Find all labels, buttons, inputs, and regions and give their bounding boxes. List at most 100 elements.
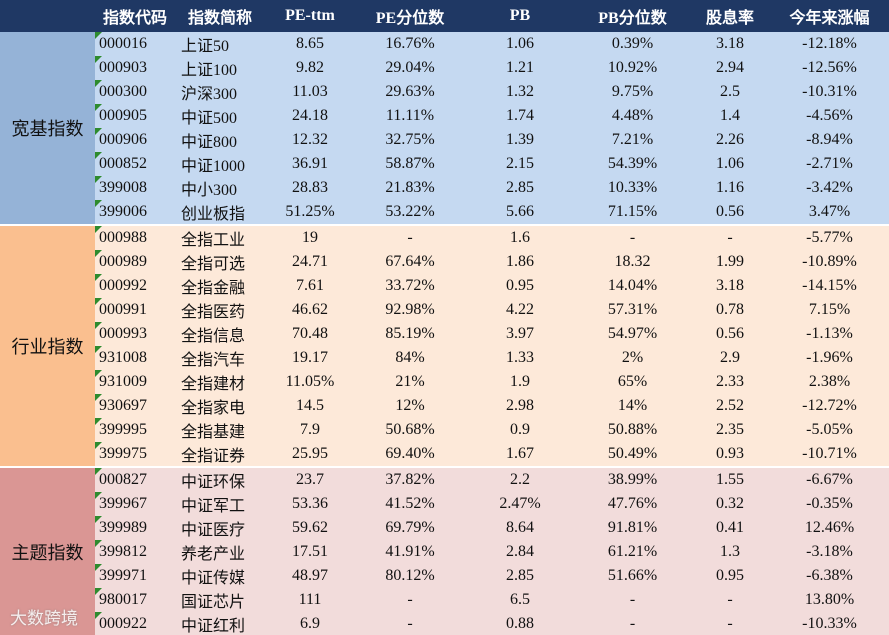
table-cell: 2.47% [465, 492, 575, 516]
table-cell: 2.9 [690, 346, 770, 370]
table-cell: 2.2 [465, 467, 575, 492]
table-cell: 399971 [95, 564, 175, 588]
table-cell: -1.96% [770, 346, 889, 370]
table-cell: 7.61 [265, 274, 355, 298]
table-cell: 11.11% [355, 104, 465, 128]
table-cell: -0.35% [770, 492, 889, 516]
table-row: 000906 中证800 12.32 32.75% 1.39 7.21% 2.26 -8.94… [0, 128, 889, 152]
table-row: 000989 全指可选 24.71 67.64% 1.86 18.32 1.99 -10.89… [0, 250, 889, 274]
table-cell: - [355, 588, 465, 612]
table-cell: 33.72% [355, 274, 465, 298]
table-cell: 1.9 [465, 370, 575, 394]
table-cell: 53.22% [355, 200, 465, 226]
table-cell: 32.75% [355, 128, 465, 152]
table-cell: 中证800 [175, 128, 265, 152]
table-cell: 14.04% [575, 274, 690, 298]
header-cell: 指数简称 [175, 0, 265, 32]
table-cell: 1.21 [465, 56, 575, 80]
table-cell: 全指建材 [175, 370, 265, 394]
table-cell: 92.98% [355, 298, 465, 322]
table-row: 399008 中小300 28.83 21.83% 2.85 10.33% 1.16 -3.4… [0, 176, 889, 200]
table-cell: - [690, 612, 770, 635]
table-row: 399006 创业板指 51.25% 53.22% 5.66 71.15% 0.56 3.47… [0, 200, 889, 226]
table-cell: 7.9 [265, 418, 355, 442]
table-cell: 58.87% [355, 152, 465, 176]
table-cell: -10.89% [770, 250, 889, 274]
table-cell: 2.26 [690, 128, 770, 152]
table-cell: 000992 [95, 274, 175, 298]
table-cell: 50.49% [575, 442, 690, 468]
table-cell: 24.18 [265, 104, 355, 128]
table-cell: 12.32 [265, 128, 355, 152]
table-cell: 1.39 [465, 128, 575, 152]
table-cell: 1.74 [465, 104, 575, 128]
table-cell: 61.21% [575, 540, 690, 564]
table-cell: 1.33 [465, 346, 575, 370]
table-cell: 2.15 [465, 152, 575, 176]
table-cell: 54.39% [575, 152, 690, 176]
table-cell: 51.66% [575, 564, 690, 588]
table-cell: 399995 [95, 418, 175, 442]
table-cell: 000905 [95, 104, 175, 128]
table-cell: 000827 [95, 467, 175, 492]
table-cell: -10.31% [770, 80, 889, 104]
table-cell: 399975 [95, 442, 175, 468]
table-row: 000993 全指信息 70.48 85.19% 3.97 54.97% 0.56 -1.13… [0, 322, 889, 346]
table-cell: 1.6 [465, 225, 575, 250]
table-row: 399971 中证传媒 48.97 80.12% 2.85 51.66% 0.95 -6.38… [0, 564, 889, 588]
table-cell: 0.93 [690, 442, 770, 468]
table-cell: 全指汽车 [175, 346, 265, 370]
table-cell: 000852 [95, 152, 175, 176]
table-cell: 50.68% [355, 418, 465, 442]
table-cell: -12.56% [770, 56, 889, 80]
table-cell: 11.03 [265, 80, 355, 104]
table-body: 宽基指数 000016 上证50 8.65 16.76% 1.06 0.39% 3.18 -12… [0, 32, 889, 635]
table-cell: -12.72% [770, 394, 889, 418]
table-cell: 399008 [95, 176, 175, 200]
table-cell: 85.19% [355, 322, 465, 346]
table-row: 000922 中证红利 6.9-0.88- - -10.33% [0, 612, 889, 635]
table-cell: 1.55 [690, 467, 770, 492]
table-cell: 53.36 [265, 492, 355, 516]
table-cell: 中小300 [175, 176, 265, 200]
table-cell: 19.17 [265, 346, 355, 370]
table-cell: 931009 [95, 370, 175, 394]
table-cell: 111 [265, 588, 355, 612]
table-cell: 1.86 [465, 250, 575, 274]
table-cell: 2.35 [690, 418, 770, 442]
table-cell: - [575, 225, 690, 250]
table-cell: 0.56 [690, 322, 770, 346]
table-cell: 399967 [95, 492, 175, 516]
table-cell: 47.76% [575, 492, 690, 516]
table-cell: 71.15% [575, 200, 690, 226]
table-cell: 70.48 [265, 322, 355, 346]
table-cell: 7.15% [770, 298, 889, 322]
table-cell: 1.4 [690, 104, 770, 128]
table-cell: 399006 [95, 200, 175, 226]
table-cell: -5.05% [770, 418, 889, 442]
table-cell: -6.38% [770, 564, 889, 588]
table-cell: 全指可选 [175, 250, 265, 274]
table-cell: 10.33% [575, 176, 690, 200]
group-label: 宽基指数 [0, 32, 95, 226]
table-cell: 37.82% [355, 467, 465, 492]
table-cell: 000906 [95, 128, 175, 152]
table-cell: 11.05% [265, 370, 355, 394]
table-cell: - [575, 612, 690, 635]
table-cell: 全指信息 [175, 322, 265, 346]
table-cell: 全指金融 [175, 274, 265, 298]
table-cell: 全指证券 [175, 442, 265, 468]
table-cell: -12.18% [770, 32, 889, 56]
table-cell: 0.88 [465, 612, 575, 635]
table-cell: 1.99 [690, 250, 770, 274]
table-cell: 28.83 [265, 176, 355, 200]
table-cell: 2.85 [465, 564, 575, 588]
table-row: 931009 全指建材 11.05% 21% 1.9 65% 2.33 2.38% [0, 370, 889, 394]
table-cell: 16.76% [355, 32, 465, 56]
table-cell: -6.67% [770, 467, 889, 492]
header-cell: PE分位数 [355, 0, 465, 32]
table-cell: 国证芯片 [175, 588, 265, 612]
table-cell: 000016 [95, 32, 175, 56]
table-cell: 36.91 [265, 152, 355, 176]
